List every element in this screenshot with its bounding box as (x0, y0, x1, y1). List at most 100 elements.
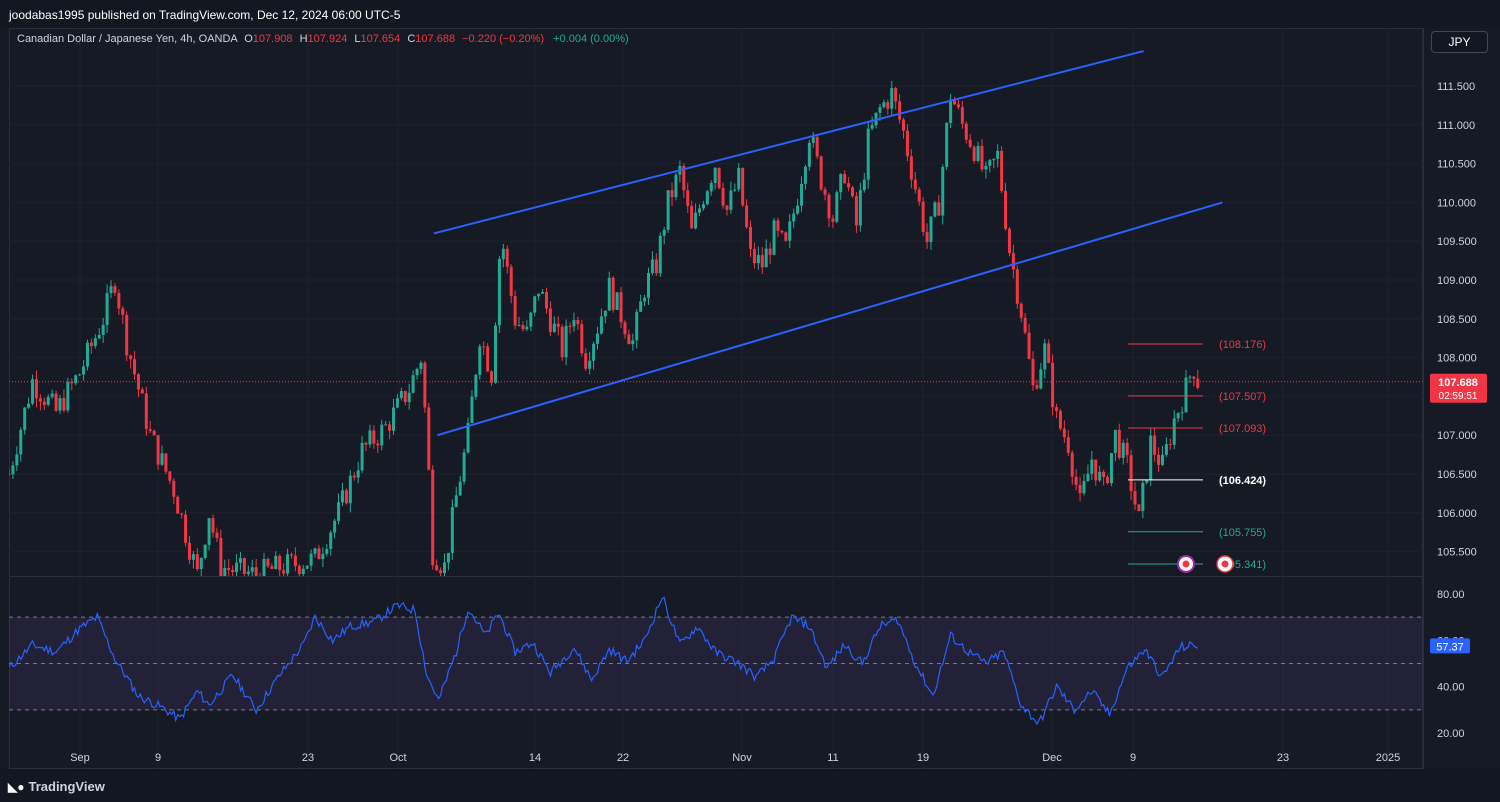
price-tick-label: 109.000 (1437, 275, 1477, 287)
candle-body (207, 518, 211, 545)
rsi-tick-label: 40.00 (1437, 682, 1465, 694)
candle-body (976, 145, 980, 161)
candle-body (941, 166, 945, 216)
candle-body (960, 107, 964, 124)
candle-body (513, 296, 517, 326)
candle-body (478, 346, 482, 375)
candle-body (792, 213, 796, 222)
pane-separator[interactable] (9, 576, 1423, 577)
candle-body (843, 174, 847, 184)
candle-body (31, 379, 35, 404)
candle-body (19, 429, 23, 455)
candle-body (537, 293, 541, 297)
candle-body (682, 165, 686, 191)
candle-body (556, 323, 560, 327)
candle-body (431, 469, 435, 566)
candle-body (1007, 228, 1011, 254)
candle-body (807, 142, 811, 167)
candle-body (764, 248, 768, 268)
candle-body (97, 335, 101, 339)
candle-body (1145, 479, 1149, 483)
candle-body (309, 553, 313, 566)
candle-body (890, 88, 894, 109)
candle-body (1157, 454, 1161, 465)
candle-body (9, 474, 11, 475)
candle-body (768, 248, 772, 255)
candle-body (517, 325, 521, 327)
tradingview-brand[interactable]: ◣● TradingView (8, 779, 105, 794)
currency-button[interactable]: JPY (1431, 31, 1488, 53)
candle-body (980, 145, 984, 170)
candle-body (505, 248, 509, 267)
candle-body (631, 340, 635, 345)
candle-body (847, 183, 851, 188)
candle-body (160, 453, 164, 465)
candle-body (1086, 473, 1090, 482)
candle-body (996, 150, 1000, 159)
candle-body (1129, 455, 1133, 492)
candle-body (1070, 452, 1074, 477)
candle-body (1172, 418, 1176, 445)
rsi-line (9, 596, 1199, 726)
candle-body (650, 259, 654, 273)
candle-body (1039, 369, 1043, 389)
candle-body (721, 187, 725, 206)
candle-body (78, 374, 82, 376)
time-tick-label: Nov (732, 752, 752, 764)
candle-body (1113, 429, 1117, 454)
candle-body (450, 507, 454, 553)
level-label: (107.507) (1219, 391, 1266, 403)
candle-body (933, 202, 937, 217)
candle-body (1125, 442, 1129, 456)
candle-body (458, 481, 462, 496)
candle-body (737, 167, 741, 190)
candle-body (1168, 444, 1172, 446)
time-tick-label: Dec (1042, 752, 1062, 764)
candle-body (1058, 410, 1062, 429)
candle-body (242, 558, 246, 574)
candle-body (219, 537, 223, 576)
candle-body (572, 320, 576, 327)
candle-body (1051, 362, 1055, 408)
candle-body (541, 291, 545, 294)
candle-body (223, 568, 227, 576)
candle-body (289, 554, 293, 556)
candle-body (576, 320, 580, 325)
candle-body (654, 259, 658, 274)
price-axis-separator (1423, 28, 1424, 769)
candle-body (929, 216, 933, 243)
candle-body (54, 393, 58, 411)
candle-body (686, 190, 690, 206)
candle-body (1137, 504, 1141, 512)
candle-body (105, 293, 109, 326)
candle-body (129, 355, 133, 360)
candle-body (1149, 435, 1153, 480)
close-value: 107.688 (415, 33, 456, 45)
candle-body (544, 291, 548, 309)
candle-body (705, 191, 709, 205)
candle-body (246, 571, 250, 574)
candle-body (66, 382, 70, 411)
candle-body (788, 221, 792, 241)
time-tick-label: 11 (827, 752, 838, 764)
candle-body (286, 554, 290, 574)
candle-body (46, 396, 50, 405)
candle-body (800, 183, 804, 206)
publisher-info: joodabas1995 published on TradingView.co… (9, 8, 401, 22)
candle-body (858, 190, 862, 226)
candle-body (101, 325, 105, 336)
candle-body (662, 229, 666, 236)
candle-body (238, 558, 242, 563)
candle-body (184, 514, 188, 543)
rsi-group (9, 596, 1199, 726)
candle-body (972, 146, 976, 161)
candle-body (623, 322, 627, 335)
candle-body (745, 205, 749, 228)
candle-body (148, 429, 152, 431)
candle-body (611, 277, 615, 310)
high-value: 107.924 (307, 33, 348, 45)
candle-body (1027, 332, 1031, 359)
candle-body (1117, 429, 1121, 458)
candle-body (1066, 437, 1070, 453)
